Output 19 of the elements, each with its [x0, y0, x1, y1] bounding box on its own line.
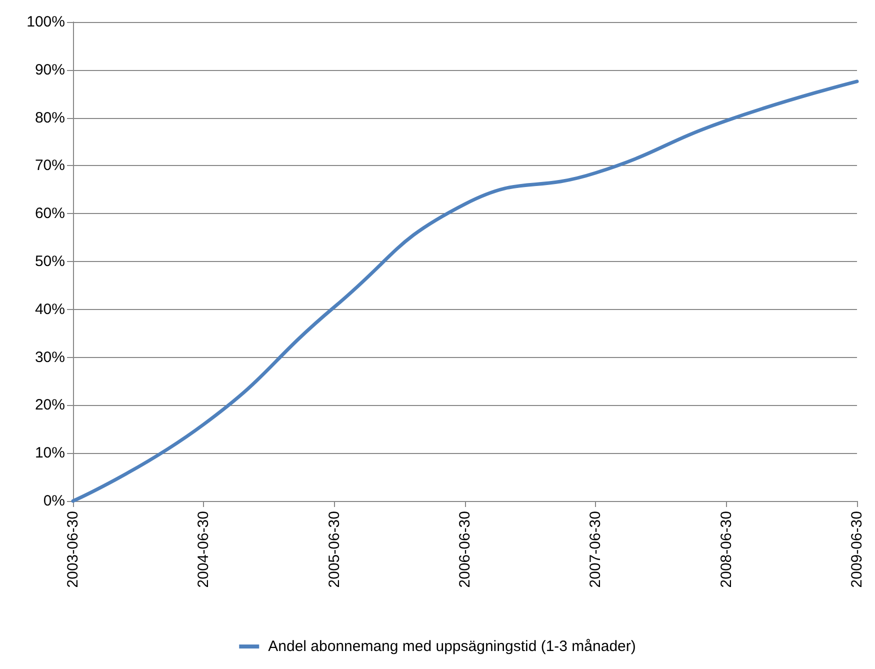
y-tick-label: 0%: [43, 492, 65, 510]
x-tick-label: 2004-06-30: [195, 511, 212, 588]
x-tick-label: 2003-06-30: [64, 511, 82, 588]
x-tick-label: 2007-06-30: [587, 511, 604, 588]
y-tick-label: 40%: [34, 300, 65, 318]
y-tick-label: 20%: [34, 396, 65, 414]
x-tick-label: 2008-06-30: [718, 511, 735, 588]
y-tick-label: 30%: [34, 348, 65, 366]
x-tick-label: 2006-06-30: [456, 511, 474, 588]
y-tick-label: 100%: [26, 14, 65, 30]
y-tick-label: 90%: [34, 61, 65, 78]
y-tick-label: 60%: [34, 205, 65, 222]
legend-label: Andel abonnemang med uppsägningstid (1-3 månader): [268, 638, 636, 655]
x-tick-label: 2005-06-30: [326, 511, 343, 588]
x-tick-label: 2009-06-30: [848, 511, 866, 588]
y-tick-label: 70%: [34, 157, 65, 174]
y-tick-label: 50%: [34, 253, 65, 270]
y-tick-label: 10%: [34, 444, 65, 462]
y-tick-label: 80%: [34, 109, 65, 126]
